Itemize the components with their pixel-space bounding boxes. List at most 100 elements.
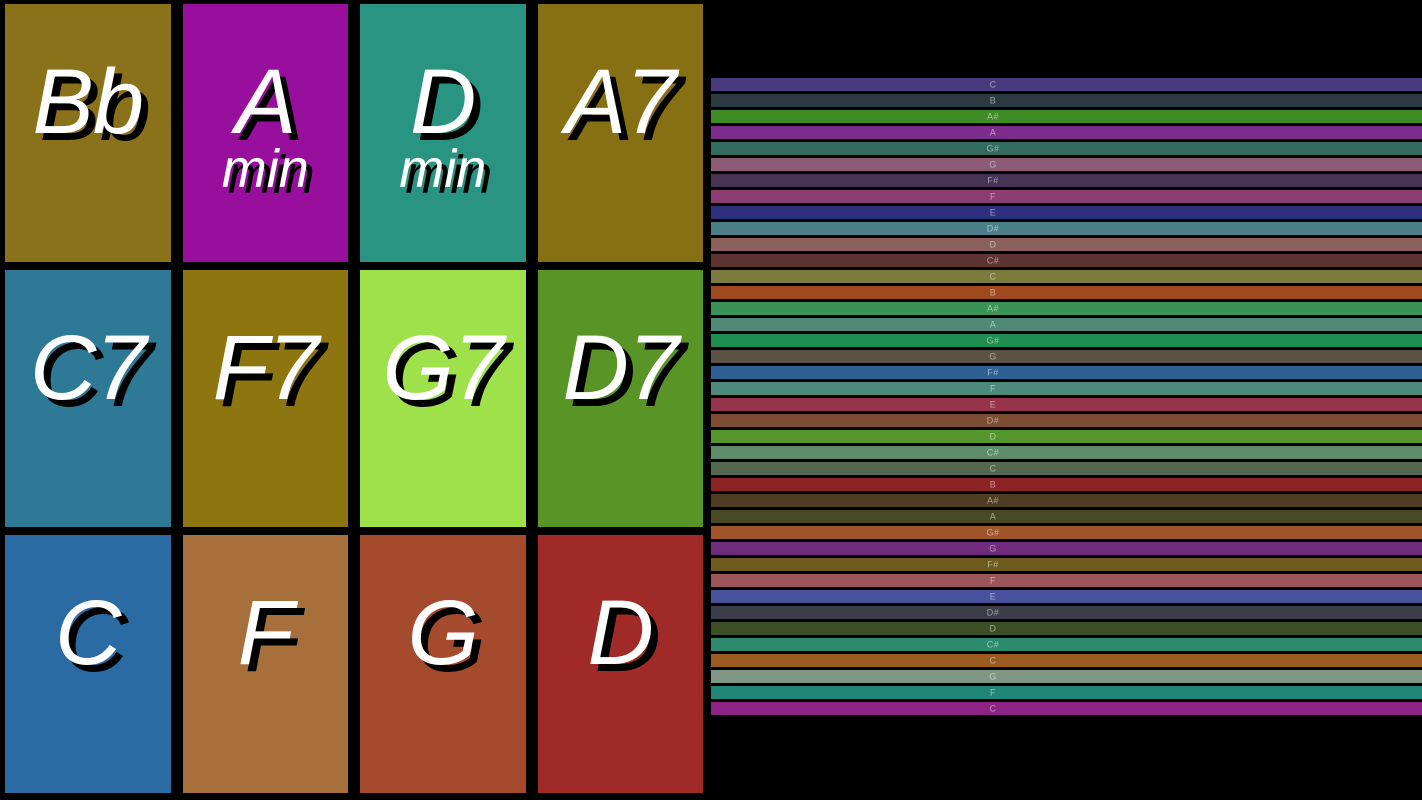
chord-label: D <box>587 582 654 685</box>
note-stripe-label: G# <box>986 143 1000 153</box>
note-stripe-label: D <box>989 431 997 441</box>
note-stripe-label: B <box>989 287 997 297</box>
note-stripe-label: C <box>989 271 997 281</box>
chord-label: A <box>235 50 296 153</box>
chord-pad-f7[interactable]: F7 <box>182 269 348 528</box>
note-stripe: E <box>711 206 1422 219</box>
note-stripe-label: G <box>989 671 997 681</box>
note-stripe: B <box>711 478 1422 491</box>
note-stripe: E <box>711 398 1422 411</box>
note-stripe: B <box>711 94 1422 107</box>
note-stripe-label: C# <box>986 447 1000 457</box>
note-stripe-label: C <box>989 463 997 473</box>
note-stripe-label: B <box>989 95 997 105</box>
chord-pad-d7[interactable]: D7 <box>537 269 703 528</box>
chord-label: G <box>407 582 479 685</box>
note-stripe: E <box>711 590 1422 603</box>
chord-pad-a-min[interactable]: A min <box>182 4 348 262</box>
note-stripe-label: C# <box>986 639 1000 649</box>
note-stripe-label: A# <box>986 303 1000 313</box>
note-stripe: G# <box>711 526 1422 539</box>
chord-label: Bb <box>32 50 144 153</box>
chord-pad-g[interactable]: G <box>360 535 526 793</box>
chord-label: C7 <box>29 316 147 419</box>
note-stripe: D# <box>711 414 1422 427</box>
note-stripe-label: E <box>989 207 997 217</box>
chord-label: C <box>55 582 121 685</box>
note-stripe: F <box>711 574 1422 587</box>
chord-label: F7 <box>212 316 319 419</box>
note-stripe-label: F <box>990 687 996 697</box>
note-stripe-label: F <box>990 575 996 585</box>
note-stripe-label: G# <box>986 527 1000 537</box>
chord-label: D <box>410 50 476 153</box>
note-stripe-label: E <box>989 591 997 601</box>
note-stripe-label: E <box>989 399 997 409</box>
chord-pad-bb[interactable]: Bb <box>5 4 171 262</box>
note-stripe: D# <box>711 606 1422 619</box>
chord-grid: Bb A min D min A7 C7 F7 G7 D7 C F G D <box>5 4 703 793</box>
note-stripe-label: G <box>989 159 997 169</box>
chord-sub-label: min <box>399 138 487 199</box>
note-stripe-label: F <box>990 383 996 393</box>
note-stripe-label: C <box>989 703 997 713</box>
chord-pad-c[interactable]: C <box>5 535 171 793</box>
note-stripe-label: C <box>989 655 997 665</box>
note-stripe: C <box>711 78 1422 91</box>
note-stripe: C# <box>711 638 1422 651</box>
note-stripe-label: C <box>989 79 997 89</box>
note-stripe-label: D# <box>986 607 1000 617</box>
note-stripe-label: D <box>989 623 997 633</box>
note-roll: C B A# A G# G F# F E D# D C# C B A# A G#… <box>711 78 1422 715</box>
chord-pad-d[interactable]: D <box>537 535 703 793</box>
note-stripe-label: A# <box>986 111 1000 121</box>
note-stripe: G <box>711 670 1422 683</box>
chord-pad-f[interactable]: F <box>182 535 348 793</box>
note-stripe: F <box>711 190 1422 203</box>
note-stripe: C <box>711 270 1422 283</box>
note-stripe: D <box>711 238 1422 251</box>
note-stripe: C <box>711 702 1422 715</box>
note-stripe: C <box>711 462 1422 475</box>
chord-pad-g7[interactable]: G7 <box>360 269 526 528</box>
note-stripe: B <box>711 286 1422 299</box>
note-stripe: D <box>711 622 1422 635</box>
chord-label: D7 <box>562 316 679 419</box>
note-stripe-label: C# <box>986 255 1000 265</box>
note-stripe-label: A <box>989 127 997 137</box>
chord-pad-a7[interactable]: A7 <box>537 4 703 262</box>
chord-label: F <box>237 582 294 685</box>
chord-label: G7 <box>382 316 504 419</box>
chord-pad-c7[interactable]: C7 <box>5 269 171 528</box>
note-stripe: F# <box>711 174 1422 187</box>
note-stripe-label: G <box>989 351 997 361</box>
note-stripe: A <box>711 126 1422 139</box>
note-stripe: C <box>711 654 1422 667</box>
note-stripe: F# <box>711 366 1422 379</box>
chord-sub-label: min <box>221 138 309 199</box>
note-stripe-label: G# <box>986 335 1000 345</box>
note-stripe-label: F <box>990 191 996 201</box>
note-stripe: C# <box>711 254 1422 267</box>
note-stripe: F# <box>711 558 1422 571</box>
chord-pad-d-min[interactable]: D min <box>360 4 526 262</box>
note-stripe: D# <box>711 222 1422 235</box>
note-stripe-label: D <box>989 239 997 249</box>
note-stripe-label: D# <box>986 415 1000 425</box>
note-stripe-label: G <box>989 543 997 553</box>
note-stripe: G# <box>711 142 1422 155</box>
note-stripe: C# <box>711 446 1422 459</box>
note-stripe: A# <box>711 302 1422 315</box>
note-stripe-label: A# <box>986 495 1000 505</box>
note-stripe: D <box>711 430 1422 443</box>
note-stripe-label: A <box>989 319 997 329</box>
note-stripe: F <box>711 382 1422 395</box>
note-stripe: G <box>711 158 1422 171</box>
note-stripe-label: F# <box>987 367 999 377</box>
note-stripe: G# <box>711 334 1422 347</box>
note-stripe-label: F# <box>987 175 999 185</box>
note-stripe: G <box>711 350 1422 363</box>
note-stripe: A# <box>711 110 1422 123</box>
note-stripe-label: D# <box>986 223 1000 233</box>
